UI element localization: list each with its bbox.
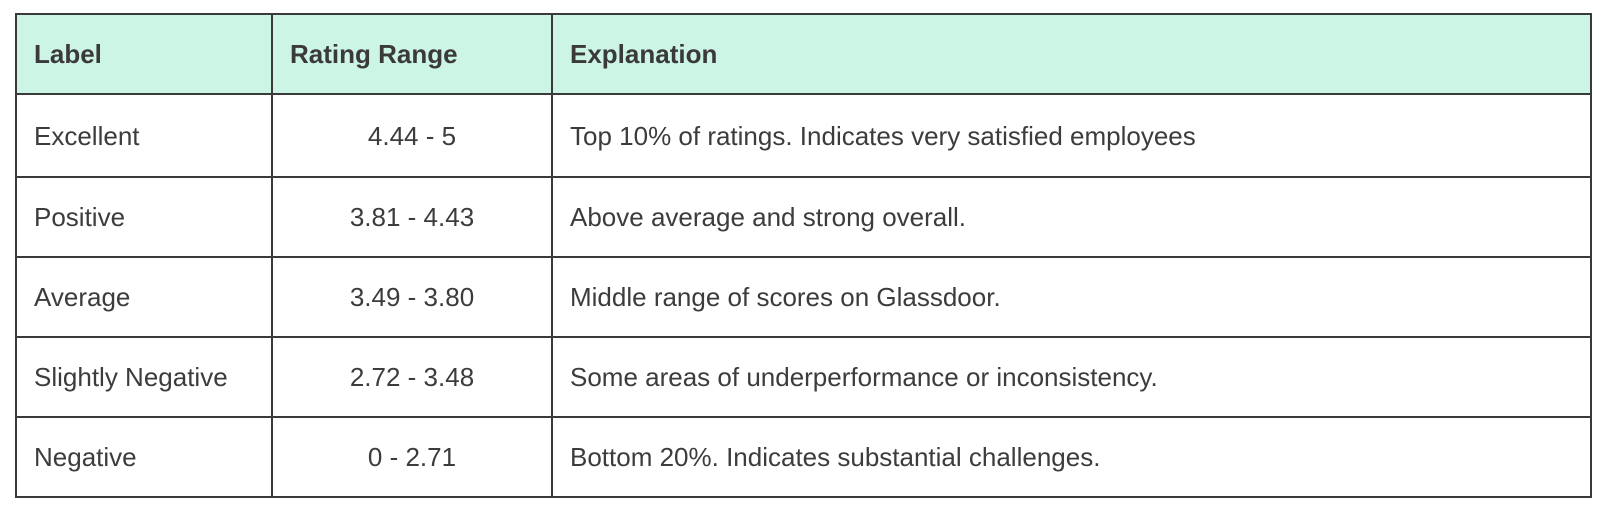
cell-range: 4.44 - 5 (271, 93, 553, 178)
table-row: Negative 0 - 2.71 Bottom 20%. Indicates … (15, 416, 1592, 498)
cell-explanation: Top 10% of ratings. Indicates very satis… (551, 93, 1592, 178)
cell-explanation: Middle range of scores on Glassdoor. (551, 256, 1592, 338)
cell-label: Slightly Negative (15, 336, 273, 418)
header-rating-range: Rating Range (271, 13, 553, 95)
cell-range: 3.49 - 3.80 (271, 256, 553, 338)
table-row: Excellent 4.44 - 5 Top 10% of ratings. I… (15, 93, 1592, 178)
header-label: Label (15, 13, 273, 95)
cell-explanation: Bottom 20%. Indicates substantial challe… (551, 416, 1592, 498)
cell-label: Positive (15, 176, 273, 258)
cell-range: 3.81 - 4.43 (271, 176, 553, 258)
header-explanation: Explanation (551, 13, 1592, 95)
table-row: Average 3.49 - 3.80 Middle range of scor… (15, 256, 1592, 338)
cell-label: Negative (15, 416, 273, 498)
table-row: Slightly Negative 2.72 - 3.48 Some areas… (15, 336, 1592, 418)
rating-table: Label Rating Range Explanation Excellent… (15, 13, 1592, 498)
rating-table-container: Label Rating Range Explanation Excellent… (15, 13, 1592, 498)
cell-label: Excellent (15, 93, 273, 178)
cell-explanation: Above average and strong overall. (551, 176, 1592, 258)
cell-explanation: Some areas of underperformance or incons… (551, 336, 1592, 418)
table-header: Label Rating Range Explanation (15, 13, 1592, 95)
table-body: Excellent 4.44 - 5 Top 10% of ratings. I… (15, 93, 1592, 498)
cell-range: 2.72 - 3.48 (271, 336, 553, 418)
header-row: Label Rating Range Explanation (15, 13, 1592, 95)
cell-label: Average (15, 256, 273, 338)
cell-range: 0 - 2.71 (271, 416, 553, 498)
table-row: Positive 3.81 - 4.43 Above average and s… (15, 176, 1592, 258)
